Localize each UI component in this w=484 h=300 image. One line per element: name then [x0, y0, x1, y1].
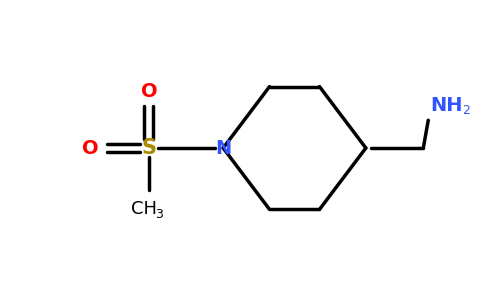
Text: O: O	[82, 139, 99, 158]
Text: O: O	[140, 82, 157, 101]
Text: S: S	[141, 138, 156, 158]
Text: CH: CH	[131, 200, 157, 218]
Text: 2: 2	[462, 104, 470, 117]
Text: 3: 3	[155, 208, 163, 221]
Text: N: N	[215, 139, 231, 158]
Text: NH: NH	[430, 96, 462, 115]
